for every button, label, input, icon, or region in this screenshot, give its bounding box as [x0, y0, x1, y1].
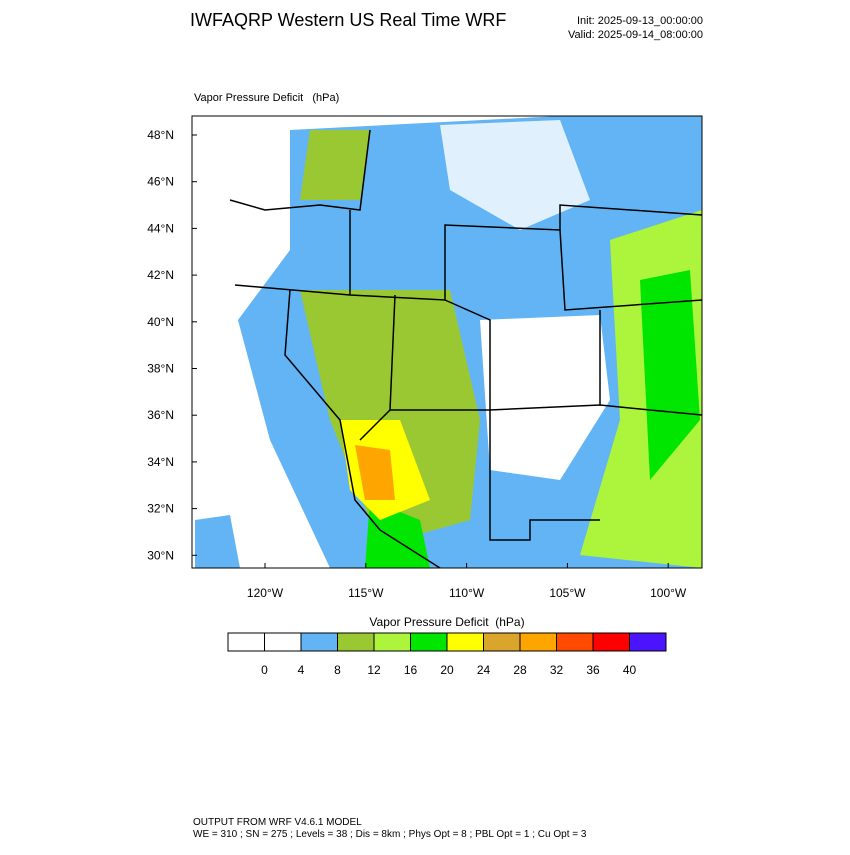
lon-axis: 120°W 115°W 110°W 105°W 100°W — [247, 563, 687, 600]
colorbar-box — [446, 632, 484, 652]
title: IWFAQRP Western US Real Time WRF — [190, 10, 506, 30]
lat-label: 38°N — [147, 362, 174, 376]
lat-label: 42°N — [147, 268, 174, 282]
init-time: Init: 2025-09-13_00:00:00 — [577, 15, 703, 27]
colorbar-box — [592, 632, 630, 652]
colorbar-label: 36 — [586, 663, 600, 677]
field — [300, 130, 370, 200]
colorbar-label: 16 — [404, 663, 418, 677]
map-frame — [191, 115, 703, 569]
colorbar-box — [519, 632, 557, 652]
colorbar-box — [483, 632, 521, 652]
field — [480, 315, 610, 480]
lat-label: 48°N — [147, 128, 174, 142]
state-borders — [229, 129, 703, 569]
lat-label: 32°N — [147, 502, 174, 516]
colorbar-label: 40 — [623, 663, 637, 677]
map-title: Vapor Pressure Deficit (hPa) — [194, 92, 339, 104]
field — [300, 290, 480, 545]
colorbar-label: 32 — [550, 663, 564, 677]
field — [195, 515, 240, 568]
map — [191, 115, 703, 569]
field — [355, 445, 395, 500]
field — [640, 270, 700, 480]
footer-line: WE = 310 ; SN = 275 ; Levels = 38 ; Dis … — [193, 829, 587, 840]
lon-label: 115°W — [348, 586, 384, 600]
lon-label: 105°W — [549, 586, 586, 600]
colorbar-title: Vapor Pressure Deficit (hPa) — [369, 615, 524, 629]
colorbar-box — [629, 632, 667, 652]
colorbar: 0 4 8 12 16 20 24 28 32 36 40 — [227, 632, 667, 677]
lat-label: 36°N — [147, 408, 174, 422]
colorbar-label: 28 — [513, 663, 527, 677]
lat-label: 44°N — [147, 221, 174, 235]
lon-label: 110°W — [449, 586, 485, 600]
lat-axis: 48°N 46°N 44°N 42°N 40°N 38°N 36°N 34°N 32°N 30°N — [147, 128, 197, 562]
colorbar-box — [373, 632, 411, 652]
lon-label: 120°W — [247, 586, 284, 600]
colorbar-label: 4 — [298, 663, 305, 677]
colorbar-box — [264, 632, 302, 652]
colorbar-label: 8 — [334, 663, 341, 677]
footer-line: OUTPUT FROM WRF V4.6.1 MODEL — [193, 817, 362, 828]
colorbar-box — [410, 632, 448, 652]
field — [440, 120, 590, 230]
lon-label: 100°W — [650, 586, 687, 600]
lat-label: 46°N — [147, 175, 174, 189]
colorbar-label: 12 — [367, 663, 381, 677]
colorbar-box — [556, 632, 594, 652]
colorbar-box — [227, 632, 265, 652]
valid-time: Valid: 2025-09-14_08:00:00 — [568, 29, 703, 41]
colorbar-label: 0 — [261, 663, 268, 677]
lat-label: 34°N — [147, 455, 174, 469]
colorbar-label: 24 — [477, 663, 491, 677]
lat-label: 40°N — [147, 315, 174, 329]
lat-label: 30°N — [147, 548, 174, 562]
colorbar-box — [300, 632, 338, 652]
colorbar-box — [337, 632, 375, 652]
colorbar-label: 20 — [440, 663, 454, 677]
